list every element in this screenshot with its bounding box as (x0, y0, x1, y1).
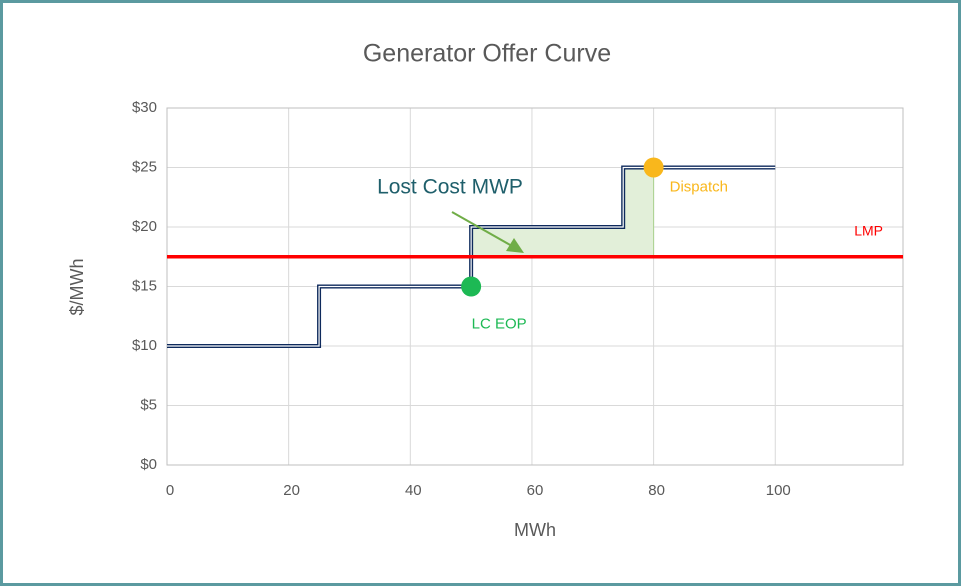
x-tick-label: 20 (283, 482, 300, 499)
annotation-arrow (451, 211, 513, 247)
y-axis-label: $/MWh (67, 258, 87, 315)
y-tick-label: $15 (132, 277, 157, 294)
point (643, 157, 664, 178)
x-tick-label: 100 (766, 482, 791, 499)
annotation-arrowhead (506, 238, 524, 253)
y-tick-label: $25 (132, 158, 157, 175)
annotation: Lost Cost MWP (377, 176, 523, 199)
point-label: Dispatch (670, 178, 728, 195)
chart-title: Generator Offer Curve (363, 40, 611, 68)
y-tick-label: $0 (140, 456, 157, 473)
point-label: LC EOP (472, 315, 527, 332)
x-tick-label: 60 (527, 482, 544, 499)
plot-border (166, 107, 904, 466)
y-tick-label: $10 (132, 337, 157, 354)
x-tick-label: 0 (166, 482, 174, 499)
y-tick-label: $30 (132, 99, 157, 116)
x-tick-label: 80 (648, 482, 665, 499)
y-tick-label: $20 (132, 218, 157, 235)
y-tick-label: $5 (140, 396, 157, 413)
x-axis-label: MWh (514, 520, 556, 540)
point (461, 276, 482, 297)
x-tick-label: 40 (405, 482, 422, 499)
lmp-label: LMP (854, 222, 883, 238)
